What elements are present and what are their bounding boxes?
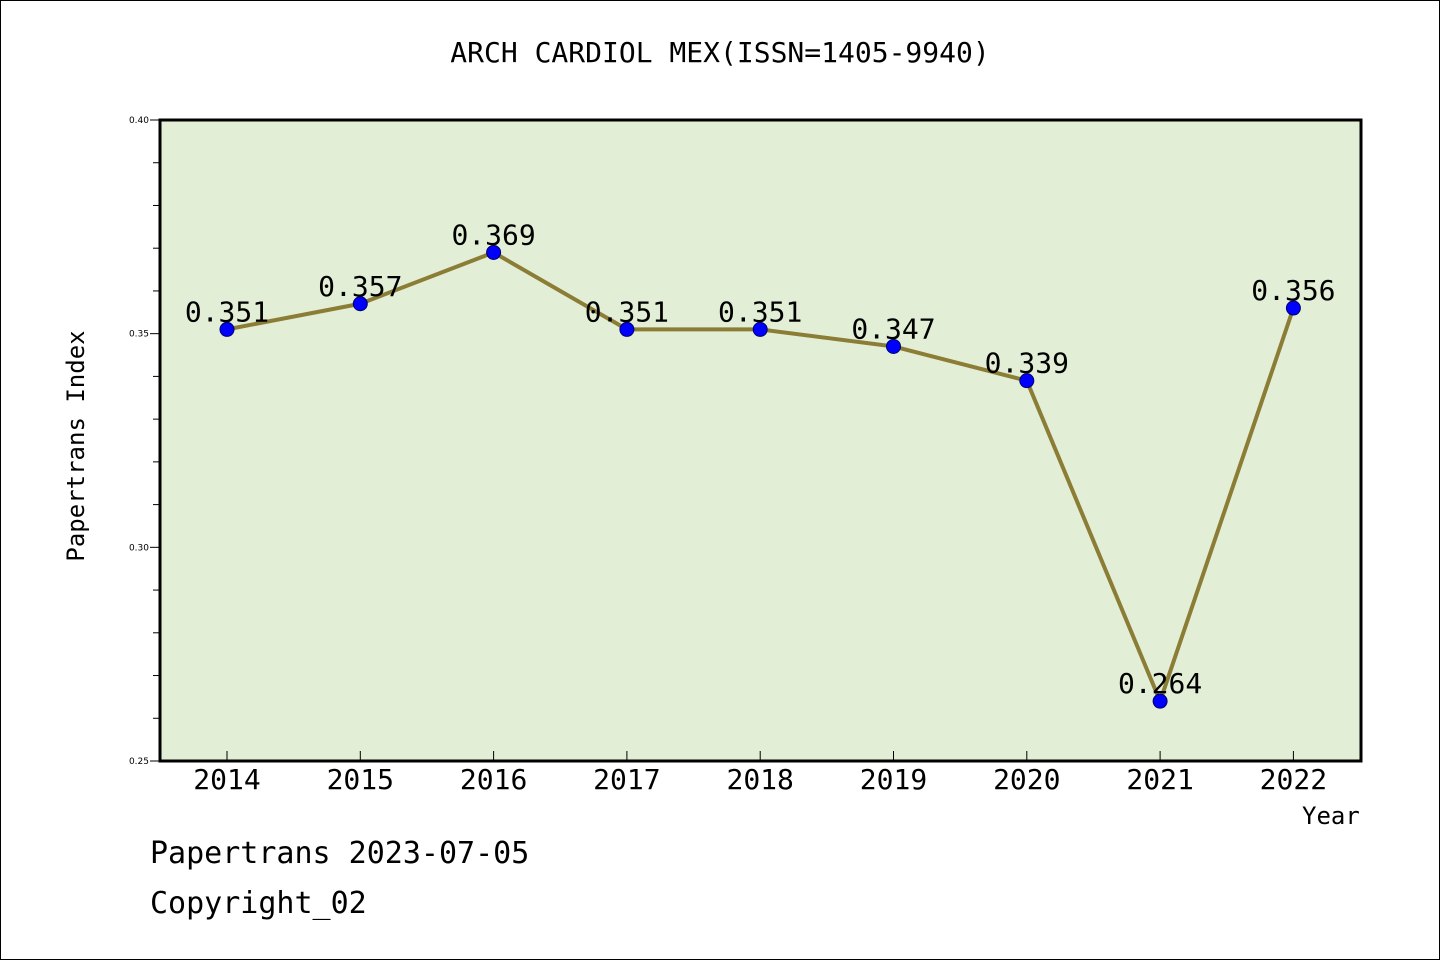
y-axis: 0.25 0.30 0.35 0.40 [129,116,160,767]
y-tick-label: 0.25 [129,757,149,767]
y-tick-label: 0.30 [129,543,149,553]
data-labels: 0.351 0.357 0.369 0.351 0.351 0.347 0.339 0.264… [185,218,1336,700]
x-axis-label: Year [1302,802,1360,830]
data-label: 0.351 [718,295,802,328]
footer-copyright: Copyright_02 [150,886,367,921]
data-label: 0.351 [185,295,269,328]
x-tick-label: 2021 [1126,763,1193,796]
data-markers [219,244,1301,709]
x-tick-label: 2018 [726,763,793,796]
x-tick-label: 2019 [860,763,927,796]
data-label: 0.351 [585,295,669,328]
data-point [1019,373,1035,389]
data-point [1285,300,1301,316]
y-axis-label: Papertrans Index [62,330,90,562]
x-tick-label: 2015 [327,763,394,796]
data-point [619,321,635,337]
data-label: 0.369 [451,218,535,251]
data-label: 0.264 [1118,667,1202,700]
x-tick-label: 2022 [1260,763,1327,796]
data-point [486,244,502,260]
x-tick-label: 2014 [193,763,260,796]
data-label: 0.357 [318,270,402,303]
data-point [219,321,235,337]
data-point [886,338,901,354]
plot-area [158,118,1363,763]
data-point [352,296,368,312]
data-point [752,321,768,337]
data-label: 0.347 [851,312,935,345]
chart-title: ARCH CARDIOL MEX(ISSN=1405-9940) [450,36,990,69]
x-axis: 2014 2015 2016 2017 2018 2019 2020 2021 2022 [193,751,1327,796]
data-label: 0.339 [985,347,1069,380]
data-label: 0.356 [1251,274,1335,307]
data-point [1152,693,1168,709]
x-tick-label: 2016 [460,763,527,796]
y-tick-label: 0.40 [129,116,149,126]
x-tick-label: 2020 [993,763,1060,796]
x-tick-label: 2017 [593,763,660,796]
y-tick-label: 0.35 [129,330,149,340]
footer-date: Papertrans 2023-07-05 [150,836,530,871]
